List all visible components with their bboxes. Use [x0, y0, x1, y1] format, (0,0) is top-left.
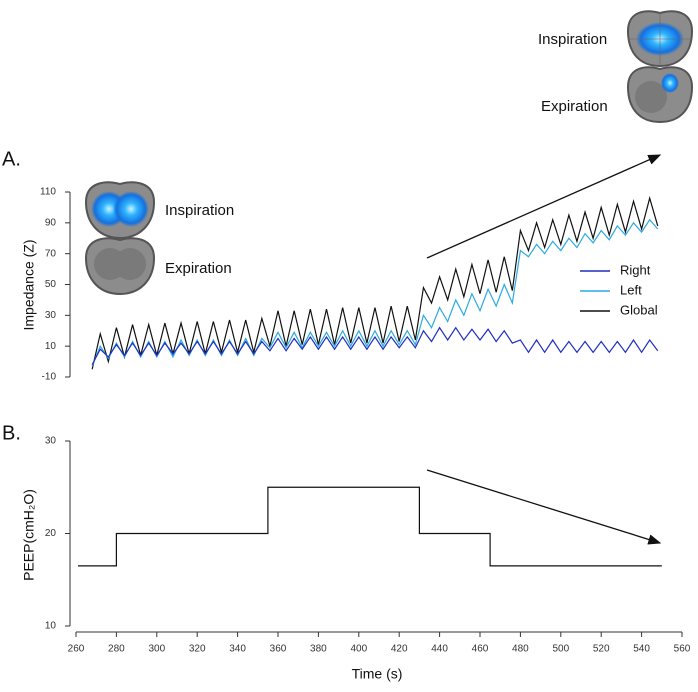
y-tick-label: 70: [45, 248, 57, 259]
data-line: [78, 486, 662, 567]
x-tick-label: 280: [108, 644, 125, 655]
x-tick-label: 260: [68, 644, 85, 655]
annotation: Inspiration: [165, 202, 234, 219]
y-tick-label: 20: [45, 528, 57, 539]
annotation: Expiration: [165, 260, 232, 277]
y-tick-label: -10: [42, 372, 57, 383]
x-tick-label: 440: [431, 644, 448, 655]
x-tick-label: 340: [229, 644, 246, 655]
trend-arrow: [426, 154, 662, 259]
lung-expiration-left: [84, 237, 156, 296]
y-axis-label: PEEP(cmH₂O): [21, 489, 37, 581]
x-tick-label: 460: [472, 644, 489, 655]
x-tick-label: 540: [633, 644, 650, 655]
x-tick-label: 480: [512, 644, 529, 655]
x-tick-label: 420: [391, 644, 408, 655]
x-tick-label: 520: [593, 644, 610, 655]
lung-inspiration-left: [84, 181, 156, 240]
panel-label: B.: [2, 422, 21, 444]
image-label: Expiration: [541, 98, 608, 115]
x-tick-label: 400: [350, 644, 367, 655]
x-tick-label: 500: [552, 644, 569, 655]
y-tick-label: 50: [45, 279, 57, 290]
x-tick-label: 320: [189, 644, 206, 655]
x-tick-label: 300: [148, 644, 165, 655]
legend-label: Right: [620, 262, 651, 277]
x-tick-label: 560: [674, 644, 691, 655]
x-tick-label: 360: [270, 644, 287, 655]
y-tick-label: 30: [45, 436, 57, 447]
image-label: Inspiration: [538, 31, 607, 48]
trend-arrow: [426, 469, 662, 545]
legend-label: Left: [620, 282, 642, 297]
x-tick-label: 380: [310, 644, 327, 655]
data-line: [91, 326, 659, 365]
legend-label: Global: [620, 302, 658, 317]
y-axis-label: Impedance (Z): [21, 239, 37, 330]
y-tick-label: 90: [45, 217, 57, 228]
x-axis-label: Time (s): [352, 666, 403, 682]
panel-label: A.: [2, 148, 21, 170]
data-line: [91, 195, 659, 370]
data-line: [91, 218, 659, 367]
lung-expiration-right: [626, 66, 694, 124]
y-tick-label: 30: [45, 310, 57, 321]
lung-inspiration-right: [626, 10, 694, 68]
y-tick-label: 110: [40, 187, 56, 198]
y-tick-label: 10: [45, 621, 57, 632]
y-tick-label: 10: [45, 341, 57, 352]
